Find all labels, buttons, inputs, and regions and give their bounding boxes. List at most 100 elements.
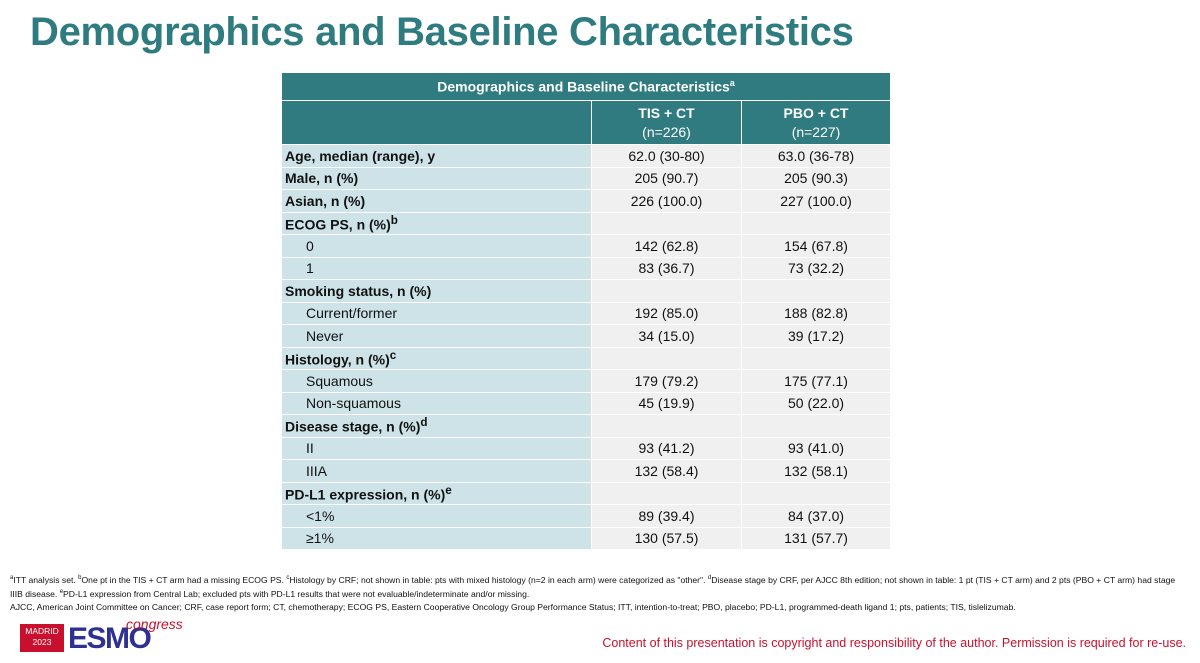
value-cell-tis: 45 (19.9) [591, 391, 742, 415]
table-row: ≥1% 130 (57.5) 131 (57.7) [281, 526, 892, 550]
row-label: 1 [281, 256, 592, 280]
table-row: Histology, n (%)c [281, 346, 892, 370]
column-name: PBO + CT [783, 105, 849, 121]
row-label: <1% [281, 504, 592, 528]
row-label-text: Asian, n (%) [285, 192, 366, 209]
value-cell-tis: 130 (57.5) [591, 526, 742, 550]
row-label: IIIA [281, 459, 592, 483]
table-row: IIIA 132 (58.4) 132 (58.1) [281, 459, 892, 483]
value-cell-pbo: 188 (82.8) [740, 301, 892, 325]
table-row: Male, n (%) 205 (90.7) 205 (90.3) [281, 166, 892, 190]
table-row: 0 142 (62.8) 154 (67.8) [281, 234, 892, 258]
row-label-text: Current/former [306, 305, 398, 322]
value-cell-pbo: 39 (17.2) [740, 324, 892, 348]
value-cell-tis: 34 (15.0) [591, 324, 742, 348]
row-label: Histology, n (%)c [281, 346, 592, 370]
value-cell-tis: 192 (85.0) [591, 301, 742, 325]
abbreviations: AJCC, American Joint Committee on Cancer… [10, 601, 1016, 612]
row-label: Smoking status, n (%) [281, 279, 592, 303]
value-cell-pbo [740, 279, 892, 303]
row-label-text: ECOG PS, n (%) [285, 216, 391, 233]
value-cell-tis: 62.0 (30-80) [591, 144, 742, 168]
value-cell-tis: 179 (79.2) [591, 369, 742, 393]
value-cell-pbo [740, 481, 892, 505]
row-label-text: II [306, 440, 314, 457]
value-cell-pbo: 93 (41.0) [740, 436, 892, 460]
column-name: TIS + CT [638, 105, 695, 121]
value-cell-pbo: 73 (32.2) [740, 256, 892, 280]
logo-city: MADRID [25, 626, 59, 636]
logo-location-box: MADRID 2023 [20, 624, 64, 652]
value-cell-tis: 142 (62.8) [591, 234, 742, 258]
value-cell-tis: 93 (41.2) [591, 436, 742, 460]
value-cell-tis: 226 (100.0) [591, 189, 742, 213]
value-cell-tis: 205 (90.7) [591, 166, 742, 190]
esmo-congress-logo: MADRID 2023 ESMO congress [20, 616, 190, 655]
table-row: Disease stage, n (%)d [281, 414, 892, 438]
footnote-text: Disease stage by CRF, per AJCC 8th editi… [10, 574, 1176, 600]
table-title-text: Demographics and Baseline Characteristic… [437, 78, 730, 95]
row-label: Age, median (range), y [281, 144, 592, 168]
footnote-text: PD-L1 expression from Central Lab; exclu… [63, 589, 530, 600]
row-label: ≥1% [281, 526, 592, 550]
slide-title: Demographics and Baseline Characteristic… [30, 10, 854, 54]
row-label-text: Age, median (range), y [285, 147, 436, 164]
footnote-marker: b [78, 575, 82, 581]
value-cell-tis [591, 279, 742, 303]
row-label: Squamous [281, 369, 592, 393]
table-row: II 93 (41.2) 93 (41.0) [281, 436, 892, 460]
row-label-text: Smoking status, n (%) [285, 282, 432, 299]
row-footnote-marker: d [420, 416, 428, 430]
row-label: 0 [281, 234, 592, 258]
table-row: Never 34 (15.0) 39 (17.2) [281, 324, 892, 348]
column-header-pbo: PBO + CT (n=227) [740, 100, 892, 145]
row-label: Non-squamous [281, 391, 592, 415]
row-label-text: ≥1% [306, 530, 334, 547]
value-cell-pbo: 84 (37.0) [740, 504, 892, 528]
row-label: ECOG PS, n (%)b [281, 211, 592, 235]
footnote-text: ITT analysis set. [13, 574, 79, 585]
row-label-text: Male, n (%) [285, 170, 359, 187]
row-label-text: Histology, n (%) [285, 351, 390, 368]
logo-suffix: congress [126, 616, 183, 632]
footnote-text: Histology by CRF; not shown in table: pt… [289, 574, 708, 585]
table-row: Age, median (range), y 62.0 (30-80) 63.0 (… [281, 144, 892, 168]
row-label-text: 1 [306, 260, 314, 277]
row-label-text: Non-squamous [306, 395, 401, 412]
footnote-text: One pt in the TIS + CT arm had a missing… [81, 574, 287, 585]
row-label: Never [281, 324, 592, 348]
column-n: (n=227) [791, 124, 841, 140]
value-cell-tis: 132 (58.4) [591, 459, 742, 483]
table-row: Non-squamous 45 (19.9) 50 (22.0) [281, 391, 892, 415]
value-cell-pbo: 50 (22.0) [740, 391, 892, 415]
row-label: PD-L1 expression, n (%)e [281, 481, 592, 505]
value-cell-pbo: 131 (57.7) [740, 526, 892, 550]
demographics-table: Demographics and Baseline Characteristic… [280, 72, 892, 550]
logo-year: 2023 [32, 637, 52, 647]
value-cell-pbo [740, 414, 892, 438]
column-header-tis: TIS + CT (n=226) [591, 100, 742, 145]
row-label-text: Never [306, 327, 344, 344]
footnote-marker: e [59, 589, 64, 596]
footnote-marker: d [707, 575, 712, 581]
value-cell-pbo: 205 (90.3) [740, 166, 892, 190]
row-label: Asian, n (%) [281, 189, 592, 213]
value-cell-tis [591, 211, 742, 235]
footnote-definitions: aITT analysis set. bOne pt in the TIS + … [10, 572, 1190, 601]
value-cell-pbo: 175 (77.1) [740, 369, 892, 393]
value-cell-tis [591, 346, 742, 370]
row-label: Male, n (%) [281, 166, 592, 190]
table-row: Asian, n (%) 226 (100.0) 227 (100.0) [281, 189, 892, 213]
table-title: Demographics and Baseline Characteristic… [280, 72, 892, 101]
column-n: (n=226) [642, 124, 691, 140]
value-cell-pbo: 154 (67.8) [740, 234, 892, 258]
table-row: PD-L1 expression, n (%)e [281, 481, 892, 505]
value-cell-pbo: 132 (58.1) [740, 459, 892, 483]
value-cell-pbo [740, 346, 892, 370]
row-label-text: Disease stage, n (%) [285, 419, 421, 436]
table-row: Current/former 192 (85.0) 188 (82.8) [281, 301, 892, 325]
row-label: Current/former [281, 301, 592, 325]
copyright-notice: Content of this presentation is copyrigh… [602, 636, 1186, 650]
table-row: ECOG PS, n (%)b [281, 211, 892, 235]
row-label-text: <1% [306, 507, 335, 524]
